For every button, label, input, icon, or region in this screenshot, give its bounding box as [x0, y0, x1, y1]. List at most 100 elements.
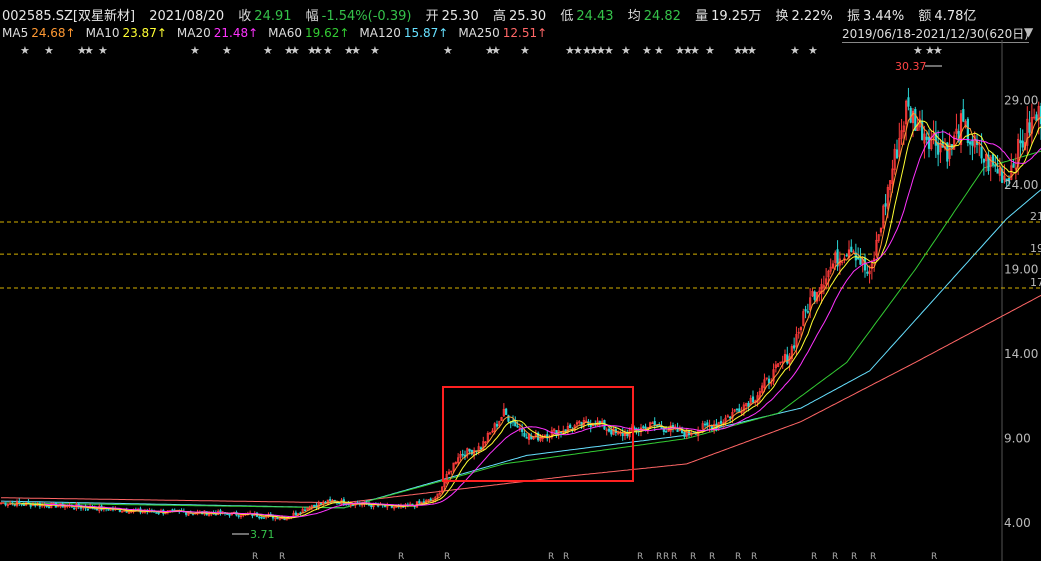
- candle-body: [998, 167, 1001, 176]
- candle-body: [450, 470, 453, 473]
- star-marker-icon: ★: [313, 44, 323, 57]
- candle-body: [491, 430, 494, 433]
- candle-body: [1012, 163, 1015, 168]
- candle-body: [2, 502, 5, 504]
- candle-body: [868, 270, 871, 275]
- candle-body: [436, 493, 439, 498]
- candle-body: [294, 512, 297, 516]
- candle-body: [980, 146, 983, 159]
- r-marker-icon: R: [444, 552, 450, 561]
- star-marker-icon: ★: [808, 44, 818, 57]
- candle-body: [0, 502, 3, 505]
- candle-body: [683, 432, 686, 437]
- kline-chart[interactable]: ★ ★ ★★ ★ ★ ★ ★ ★★ ★★ ★ ★★ ★ ★ ★★ ★ ★★ ★★★★ ★ ★ ★ ★★★ ★ ★★★ ★ ★ ★ ★…: [0, 40, 1041, 561]
- star-marker-icon: ★: [77, 44, 87, 57]
- candle-body: [802, 311, 805, 326]
- candle-body: [902, 125, 905, 132]
- candle-body: [818, 290, 821, 293]
- amount-field: 额 4.78亿: [918, 9, 977, 24]
- candle-body: [1026, 118, 1029, 146]
- star-marker-icon: ★: [654, 44, 664, 57]
- dashed-level-label: 17: [1030, 276, 1041, 289]
- candle-body: [313, 505, 316, 507]
- grid-layer: [0, 40, 1041, 561]
- candle-body: [575, 422, 579, 425]
- candle-body: [962, 109, 965, 122]
- candle-body: [834, 252, 837, 263]
- low-field: 低 24.43: [560, 9, 614, 24]
- star-marker-icon: ★: [690, 44, 700, 57]
- candle-body: [237, 515, 240, 517]
- date-range-selector[interactable]: 2019/06/18-2021/12/30(620日): [842, 27, 1029, 43]
- candle-body: [898, 138, 901, 157]
- ma-legend-row: MA5 24.68↑ MA10 23.87↑ MA20 21.48↑ MA60 19.62↑ M…: [2, 26, 557, 40]
- candle-body: [667, 429, 670, 432]
- chevron-down-icon[interactable]: ▼: [1024, 25, 1034, 39]
- candle-body: [523, 432, 526, 437]
- star-marker-icon: ★: [190, 44, 200, 57]
- candle-body: [777, 363, 780, 367]
- avg-field: 均 24.82: [627, 9, 681, 24]
- star-marker-icon: ★: [604, 44, 614, 57]
- candle-body: [1035, 114, 1038, 122]
- r-marker-icon: R: [931, 552, 937, 561]
- candle-body: [308, 507, 311, 510]
- dashed-level-label: 19: [1030, 242, 1041, 255]
- star-marker-icon: ★: [705, 44, 715, 57]
- candle-body: [1003, 175, 1006, 180]
- candle-body: [297, 513, 300, 515]
- candle-body: [477, 446, 480, 453]
- star-marker-icon: ★: [565, 44, 575, 57]
- candle-body: [841, 261, 844, 263]
- candle-body: [690, 433, 693, 436]
- r-marker-icon: R: [656, 552, 662, 561]
- ma-line-ma60: [1, 150, 1041, 509]
- candle-body: [502, 408, 505, 417]
- candle-body: [338, 502, 341, 505]
- candle-body: [994, 165, 997, 167]
- candle-body: [370, 504, 373, 508]
- candle-body: [829, 266, 832, 272]
- candle-body: [893, 148, 896, 171]
- candle-body: [1037, 106, 1040, 120]
- ma-legend-ma250: MA250 12.51↑: [458, 26, 548, 40]
- y-tick-label: 9.00: [1004, 432, 1031, 446]
- candle-body: [911, 110, 915, 124]
- candle-body: [891, 168, 894, 184]
- candle-body: [845, 254, 848, 257]
- candle-body: [171, 509, 174, 512]
- candle-body: [859, 258, 862, 265]
- candle-body: [959, 113, 963, 145]
- candle-body: [155, 512, 158, 514]
- candle-body: [610, 429, 613, 435]
- candle-body: [95, 508, 99, 511]
- candle-body: [989, 157, 992, 167]
- candle-body: [811, 291, 814, 297]
- candle-body: [495, 424, 499, 427]
- star-marker-icon: ★: [642, 44, 652, 57]
- r-marker-icon: R: [832, 552, 838, 561]
- r-marker-icon: R: [751, 552, 757, 561]
- stock-code: 002585.SZ[双星新材]: [2, 9, 136, 24]
- ma-legend-ma5: MA5 24.68↑: [2, 26, 76, 40]
- open-field: 开 25.30: [425, 9, 479, 24]
- candle-body: [1001, 168, 1004, 183]
- candle-body: [804, 309, 807, 312]
- candle-body: [953, 135, 956, 150]
- candle-body: [507, 415, 510, 422]
- star-marker-icon: ★: [925, 44, 935, 57]
- y-tick-label: 14.00: [1004, 347, 1038, 361]
- candle-body: [763, 379, 766, 388]
- candle-body: [6, 504, 9, 507]
- candle-body: [18, 500, 21, 504]
- close-field: 收 24.91: [238, 9, 292, 24]
- candle-body: [726, 415, 729, 418]
- star-marker-icon: ★: [596, 44, 606, 57]
- star-marker-icon: ★: [491, 44, 501, 57]
- candle-body: [923, 133, 926, 144]
- candle-body: [482, 441, 485, 450]
- candle-body: [905, 100, 908, 125]
- star-marker-icon: ★: [370, 44, 380, 57]
- candle-body: [724, 417, 727, 423]
- candle-body: [73, 507, 76, 510]
